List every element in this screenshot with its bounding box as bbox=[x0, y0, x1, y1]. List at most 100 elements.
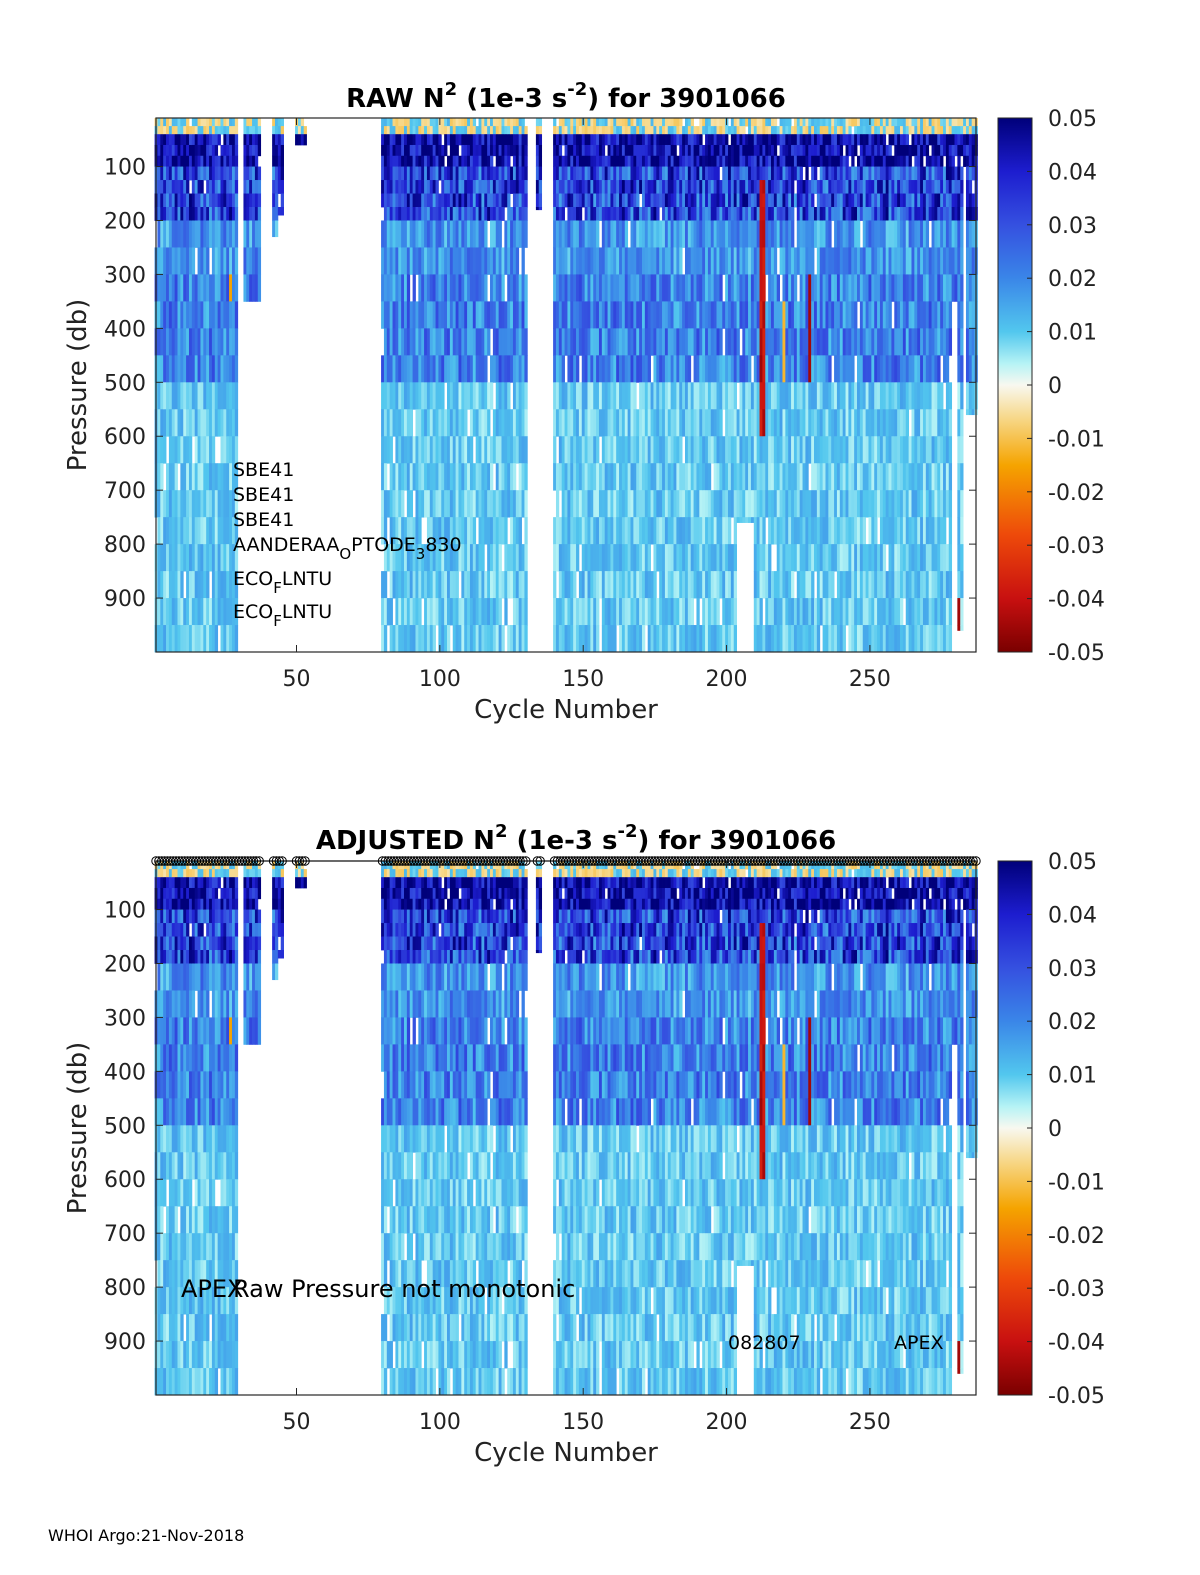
heatmap-cell bbox=[481, 436, 485, 464]
heatmap-cell bbox=[578, 144, 583, 157]
heatmap-cell bbox=[816, 409, 821, 437]
heatmap-cell bbox=[687, 571, 692, 599]
heatmap-cell bbox=[507, 193, 511, 208]
heatmap-cell bbox=[507, 301, 511, 329]
heatmap-cell bbox=[163, 301, 167, 329]
heatmap-cell bbox=[404, 118, 408, 127]
heatmap-cell bbox=[455, 328, 459, 356]
heatmap-cell bbox=[481, 155, 485, 167]
heatmap-cell bbox=[435, 274, 439, 302]
heatmap-cell bbox=[719, 134, 723, 146]
heatmap-cell bbox=[662, 571, 666, 599]
heatmap-cell bbox=[771, 247, 775, 275]
heatmap-cell bbox=[521, 382, 525, 410]
heatmap-cell bbox=[197, 220, 201, 248]
heatmap-cell bbox=[404, 207, 408, 221]
heatmap-cell bbox=[857, 625, 861, 653]
heatmap-cell bbox=[467, 220, 471, 248]
heatmap-cell bbox=[441, 207, 445, 221]
heatmap-cell bbox=[710, 625, 715, 653]
heatmap-cell bbox=[254, 207, 259, 221]
heatmap-cell bbox=[601, 382, 606, 410]
heatmap-cell bbox=[816, 544, 821, 572]
heatmap-cell bbox=[647, 544, 651, 572]
heatmap-cell bbox=[857, 247, 861, 275]
heatmap-cell bbox=[484, 207, 488, 221]
heatmap-cell bbox=[183, 180, 187, 194]
heatmap-cell bbox=[831, 166, 835, 181]
heatmap-cell bbox=[412, 220, 416, 248]
heatmap-cell bbox=[791, 274, 795, 302]
heatmap-cell bbox=[613, 625, 617, 653]
heatmap-cell bbox=[188, 301, 193, 329]
heatmap-cell bbox=[593, 625, 597, 653]
heatmap-cell bbox=[888, 134, 892, 146]
heatmap-cell bbox=[733, 625, 737, 653]
heatmap-cell bbox=[220, 598, 224, 626]
heatmap-cell bbox=[183, 598, 187, 626]
heatmap-cell bbox=[825, 382, 829, 410]
heatmap-cell bbox=[882, 144, 887, 157]
heatmap-cell bbox=[779, 463, 783, 491]
heatmap-cell bbox=[693, 490, 697, 518]
heatmap-cell bbox=[188, 409, 193, 437]
heatmap-cell bbox=[596, 328, 600, 356]
heatmap-cell bbox=[610, 490, 614, 518]
heatmap-cell bbox=[627, 155, 631, 167]
heatmap-cell bbox=[627, 490, 631, 518]
heatmap-cell bbox=[836, 193, 841, 208]
heatmap-cell bbox=[481, 625, 485, 653]
heatmap-cell bbox=[157, 301, 161, 329]
heatmap-cell bbox=[570, 247, 574, 275]
heatmap-cell bbox=[484, 144, 488, 157]
heatmap-cell bbox=[274, 134, 279, 146]
heatmap-cell bbox=[200, 355, 204, 383]
heatmap-cell bbox=[604, 166, 608, 181]
heatmap-cell bbox=[498, 382, 502, 410]
heatmap-cell bbox=[630, 355, 634, 383]
heatmap-cell bbox=[183, 517, 187, 545]
heatmap-cell bbox=[868, 490, 872, 518]
heatmap-cell bbox=[877, 118, 881, 127]
heatmap-cell bbox=[492, 118, 497, 127]
heatmap-cell bbox=[171, 118, 176, 127]
heatmap-cell bbox=[406, 301, 411, 329]
heatmap-cell bbox=[211, 301, 216, 329]
heatmap-cell bbox=[682, 155, 686, 167]
heatmap-cell bbox=[684, 301, 689, 329]
heatmap-cell bbox=[713, 247, 717, 275]
heatmap-cell bbox=[816, 220, 821, 248]
heatmap-cell bbox=[874, 193, 878, 208]
heatmap-cell bbox=[765, 155, 769, 167]
heatmap-cell bbox=[845, 517, 849, 545]
heatmap-cell bbox=[805, 118, 809, 127]
heatmap-cell bbox=[381, 382, 385, 410]
heatmap-cell bbox=[811, 409, 815, 437]
heatmap-cell bbox=[386, 274, 391, 302]
heatmap-cell bbox=[386, 207, 391, 221]
heatmap-cell bbox=[209, 274, 213, 302]
heatmap-cell bbox=[507, 571, 511, 599]
heatmap-cell bbox=[217, 463, 221, 491]
heatmap-cell bbox=[475, 166, 479, 181]
heatmap-cell bbox=[510, 134, 514, 146]
heatmap-cell bbox=[406, 155, 411, 167]
heatmap-cell bbox=[590, 274, 594, 302]
heatmap-cell bbox=[231, 144, 236, 157]
heatmap-cell bbox=[799, 571, 803, 599]
heatmap-cell bbox=[750, 247, 755, 275]
heatmap-cell bbox=[429, 382, 434, 410]
heatmap-cell bbox=[619, 126, 623, 135]
heatmap-cell bbox=[656, 544, 660, 572]
heatmap-cell bbox=[584, 180, 588, 194]
heatmap-cell bbox=[793, 155, 798, 167]
heatmap-cell bbox=[200, 247, 204, 275]
heatmap-cell bbox=[593, 180, 597, 194]
heatmap-cell bbox=[644, 301, 649, 329]
heatmap-cell bbox=[773, 301, 778, 329]
heatmap-cell bbox=[194, 220, 198, 248]
heatmap-cell bbox=[859, 247, 864, 275]
heatmap-cell bbox=[799, 328, 803, 356]
heatmap-cell bbox=[785, 144, 789, 157]
heatmap-cell bbox=[226, 118, 230, 127]
